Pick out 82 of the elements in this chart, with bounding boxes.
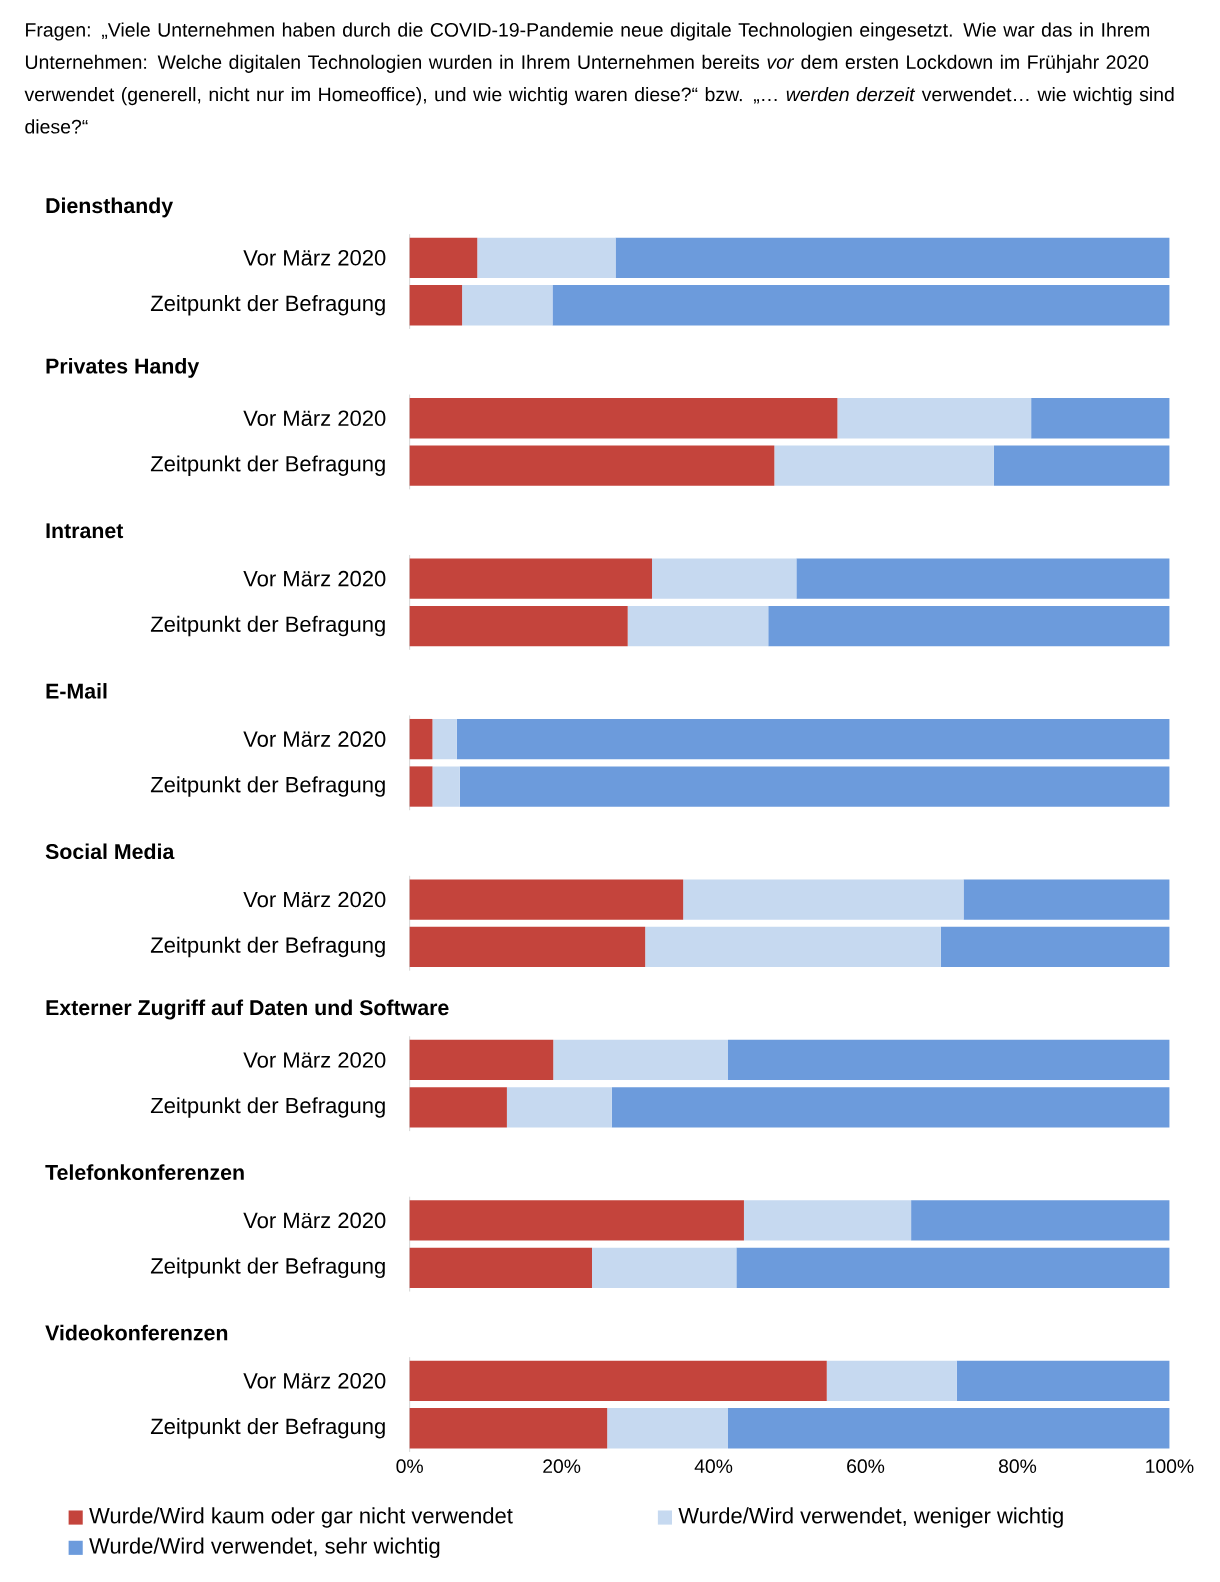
bar (940, 926, 1170, 968)
x-tick-label: 40% (694, 1459, 733, 1474)
bar (432, 766, 460, 807)
bar (409, 1247, 592, 1288)
bar (963, 879, 1170, 920)
y-tick-label: Vor März 2020 (243, 250, 386, 266)
bar (774, 445, 994, 486)
bar (409, 237, 478, 278)
y-tick-label: Zeitpunkt der Befragung (150, 455, 385, 476)
bar (506, 1087, 612, 1128)
bar (409, 445, 775, 486)
text: Social Media (45, 843, 175, 860)
bar (837, 398, 1032, 439)
bar (409, 1408, 608, 1449)
bar (409, 605, 628, 647)
y-tick-label: Vor März 2020 (243, 410, 386, 427)
bar (409, 1087, 507, 1128)
bar (736, 1247, 1170, 1288)
x-tick-label: 0% (396, 1459, 423, 1474)
legend-label: Wurde/Wird verwendet, sehr wichtig (89, 1537, 440, 1559)
text: Telefonkonferenzen (45, 1164, 244, 1180)
x-tick-label: 60% (847, 1459, 885, 1474)
bar (553, 1039, 728, 1081)
y-tick-label: Vor März 2020 (243, 731, 386, 747)
bar (1031, 398, 1170, 439)
y-tick-label: Zeitpunkt der Befragung (150, 936, 385, 958)
y-tick-label: Zeitpunkt der Befragung (150, 776, 385, 797)
y-tick-label: Zeitpunkt der Befragung (150, 615, 385, 637)
y-tick-label: Vor März 2020 (243, 1373, 386, 1389)
bar (627, 605, 769, 647)
bar (645, 926, 941, 968)
bar (683, 879, 964, 920)
y-tick-label: Zeitpunkt der Befragung (150, 1257, 385, 1279)
y-tick-label: Vor März 2020 (243, 570, 386, 587)
bar (456, 718, 1170, 760)
text: Diensthandy (46, 197, 174, 218)
bar (409, 879, 684, 920)
bar (592, 1247, 737, 1288)
bar (768, 605, 1170, 647)
x-tick-label: 20% (543, 1459, 581, 1474)
bar (409, 718, 433, 760)
bar (607, 1408, 728, 1449)
chart-title: Externer Zugriff auf Daten und Software (46, 999, 449, 1020)
bar (409, 926, 646, 968)
y-tick-label: Vor März 2020 (243, 1212, 386, 1229)
bar (409, 285, 463, 326)
bar (409, 1360, 827, 1401)
y-tick-label: Vor März 2020 (243, 1052, 386, 1068)
bar (409, 558, 653, 599)
text: Intranet (46, 523, 124, 539)
bar (993, 445, 1170, 486)
bar (552, 285, 1170, 326)
bar (477, 237, 616, 278)
text: Privates Handy (46, 357, 200, 378)
bar (727, 1408, 1170, 1449)
y-tick-label: Zeitpunkt der Befragung (150, 1097, 385, 1118)
bar (652, 558, 797, 599)
x-tick-label: 80% (998, 1459, 1037, 1474)
x-tick-label: 100% (1146, 1459, 1194, 1474)
text: Fragen: „Viele Unternehmen haben durch die COVID-19-Pandemie neue digitale Technologien eingesetzt. Wie war das in Ihrem Unternehmen: Welche digitalen Technologien wurden in Ihrem Unternehmen bereits vor dem ersten Lockdown im Frühjahr 2020 verwendet (generell, nicht nur im Homeoffice), und wie wichtig waren diese?“ bzw. „… werden derzeit verwendet… wie wichtig sind diese?“ (24, 22, 1174, 134)
y-tick-label: Zeitpunkt der Befragung (150, 1418, 385, 1439)
legend-label: Wurde/Wird kaum oder gar nicht verwendet (89, 1507, 513, 1528)
bar (459, 766, 1170, 807)
bar (615, 237, 1170, 278)
bar (409, 398, 838, 439)
text: E-Mail (46, 683, 107, 699)
bar (611, 1087, 1170, 1128)
legend-label: Wurde/Wird verwendet, weniger wichtig (678, 1507, 1063, 1528)
text: Videokonferenzen (45, 1324, 228, 1341)
y-tick-label: Vor März 2020 (243, 891, 386, 908)
bar (826, 1360, 957, 1401)
bar (911, 1200, 1170, 1241)
bar (796, 558, 1170, 599)
bar (956, 1360, 1170, 1401)
bar (409, 1200, 744, 1241)
bar (743, 1200, 912, 1241)
y-tick-label: Zeitpunkt der Befragung (150, 294, 385, 316)
bar (409, 1039, 554, 1081)
bar (409, 766, 433, 807)
bar (727, 1039, 1170, 1081)
bar (462, 285, 553, 326)
bar (432, 718, 457, 760)
